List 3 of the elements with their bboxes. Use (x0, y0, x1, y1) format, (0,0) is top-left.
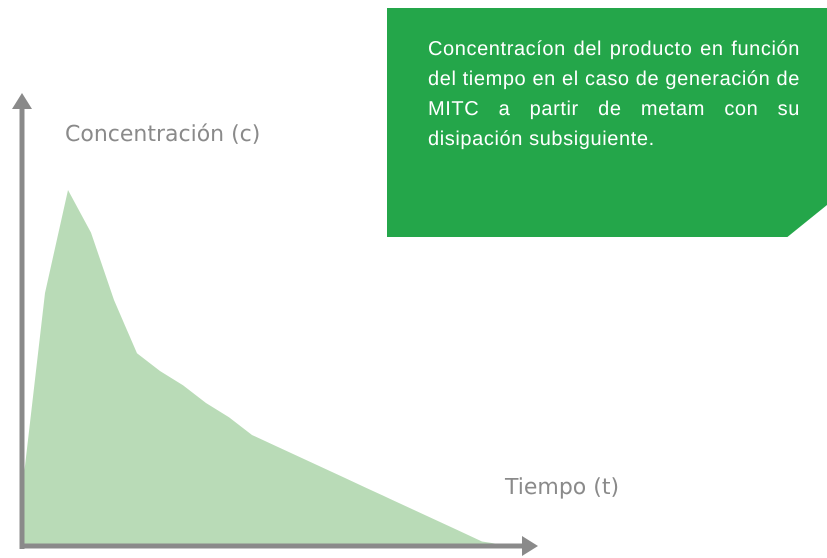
x-axis-title: Tiempo (t) (505, 475, 620, 500)
y-axis-title: Concentración (c) (65, 122, 260, 147)
text: Concentracíon del producto en función del tiempo en el caso de generación de MITC a partir de metam con su disipación subsiguiente. (387, 8, 827, 237)
